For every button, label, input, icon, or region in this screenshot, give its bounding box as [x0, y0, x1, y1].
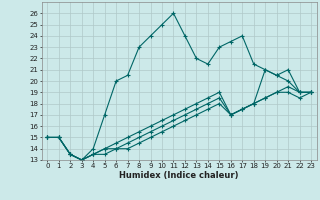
- X-axis label: Humidex (Indice chaleur): Humidex (Indice chaleur): [119, 171, 239, 180]
